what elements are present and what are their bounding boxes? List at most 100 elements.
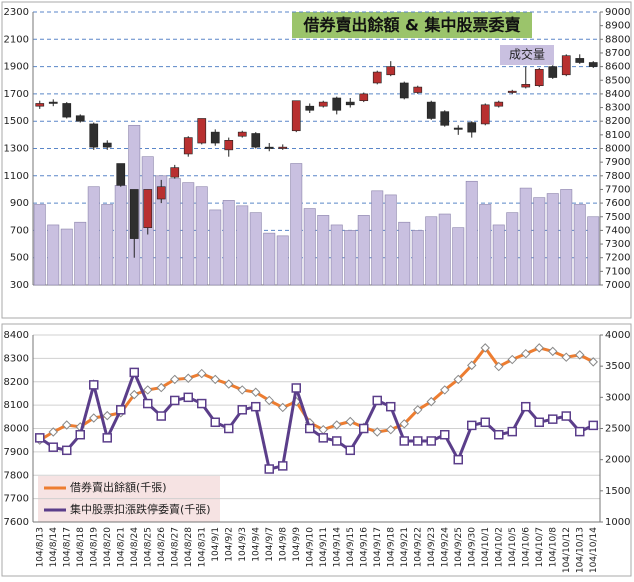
point (561, 411, 571, 421)
point (494, 429, 504, 440)
y2-tick-label: 7800 (605, 171, 630, 182)
annotation-bg (500, 45, 554, 65)
candle-body (224, 140, 234, 151)
volume-bar (290, 163, 303, 286)
y-tick-label: 2100 (4, 34, 29, 45)
x-tick-label: 104/9/15 (346, 527, 356, 567)
point (372, 395, 382, 406)
point (359, 423, 369, 434)
point (89, 380, 99, 390)
point (440, 429, 450, 440)
point (183, 392, 193, 403)
volume-bar (546, 193, 559, 286)
y-tick-label: 1900 (4, 62, 29, 73)
y2-tick-label: 3500 (605, 361, 630, 372)
point (426, 436, 436, 446)
point (534, 417, 544, 428)
point (399, 436, 409, 446)
volume-bar (519, 187, 532, 286)
x-tick-label: 104/8/26 (157, 527, 167, 568)
y-tick-label: 7600 (4, 517, 29, 528)
volume-bar (479, 204, 492, 286)
x-tick-label: 104/9/17 (373, 527, 383, 567)
point (480, 343, 490, 353)
x-tick-label: 104/8/27 (170, 527, 180, 567)
candle-body (386, 66, 396, 76)
point (143, 385, 153, 395)
point (521, 401, 531, 412)
point (197, 398, 207, 409)
legend-label: 借券賣出餘額(千張) (70, 480, 167, 494)
volume-bar (168, 178, 181, 286)
volume-bar (195, 186, 208, 286)
x-tick-label: 104/9/25 (454, 527, 464, 567)
volume-bar (182, 182, 195, 286)
volume-bar (263, 232, 276, 286)
point (588, 420, 598, 431)
candle-body (521, 84, 531, 88)
point (251, 387, 261, 397)
candle-body (237, 131, 247, 137)
point (305, 423, 315, 434)
point (507, 354, 517, 365)
volume-bar (236, 205, 249, 286)
x-tick-label: 104/8/18 (76, 527, 86, 568)
candle-body (467, 122, 477, 133)
y-tick-label: 8100 (4, 400, 29, 411)
volume-bar (114, 185, 127, 286)
x-tick-label: 104/9/21 (400, 527, 410, 567)
candle-body (534, 69, 544, 87)
point (386, 401, 396, 412)
x-tick-label: 104/9/10 (305, 527, 315, 568)
point (143, 398, 153, 409)
x-tick-label: 104/9/16 (359, 527, 369, 568)
volume-bar (317, 215, 330, 286)
y2-tick-label: 7900 (605, 157, 630, 168)
x-tick-label: 104/10/6 (521, 527, 531, 568)
x-tick-label: 104/9/3 (238, 527, 248, 562)
x-tick-label: 104/9/9 (292, 527, 302, 562)
point (170, 395, 180, 406)
point (372, 427, 382, 437)
point (129, 367, 139, 378)
candle-body (399, 82, 409, 99)
y-tick-label: 8300 (4, 353, 29, 364)
y2-tick-label: 1500 (605, 486, 630, 497)
y-tick-label: 900 (10, 198, 29, 209)
y-tick-label: 500 (10, 253, 29, 264)
point (62, 445, 72, 456)
y-tick-label: 1700 (4, 89, 29, 100)
candle-body (561, 55, 571, 76)
point (588, 357, 598, 367)
x-tick-label: 104/9/2 (224, 527, 234, 562)
volume-bar (344, 230, 357, 286)
point (237, 385, 247, 395)
point (291, 383, 301, 393)
point (332, 420, 342, 430)
point (345, 416, 355, 427)
candle-body (48, 101, 58, 104)
x-tick-label: 104/8/20 (103, 527, 113, 568)
candle-body (210, 131, 220, 144)
volume-bar (384, 194, 397, 286)
point (156, 411, 166, 421)
point (440, 385, 450, 395)
candle-body (35, 103, 45, 107)
point (548, 346, 558, 357)
volume-bar (465, 180, 478, 286)
volume-bar (74, 221, 87, 286)
volume-bar (101, 204, 114, 286)
point (264, 395, 274, 406)
y2-tick-label: 7400 (605, 225, 630, 236)
candle-body (264, 146, 274, 149)
y-tick-label: 7800 (4, 470, 29, 481)
volume-bar (560, 189, 573, 286)
candle-body (62, 103, 72, 118)
volume-bar (411, 230, 424, 286)
y2-tick-label: 8300 (605, 103, 630, 114)
y-tick-label: 8000 (4, 424, 29, 435)
point (62, 420, 72, 430)
point (75, 429, 85, 440)
volume-bar (357, 215, 370, 286)
